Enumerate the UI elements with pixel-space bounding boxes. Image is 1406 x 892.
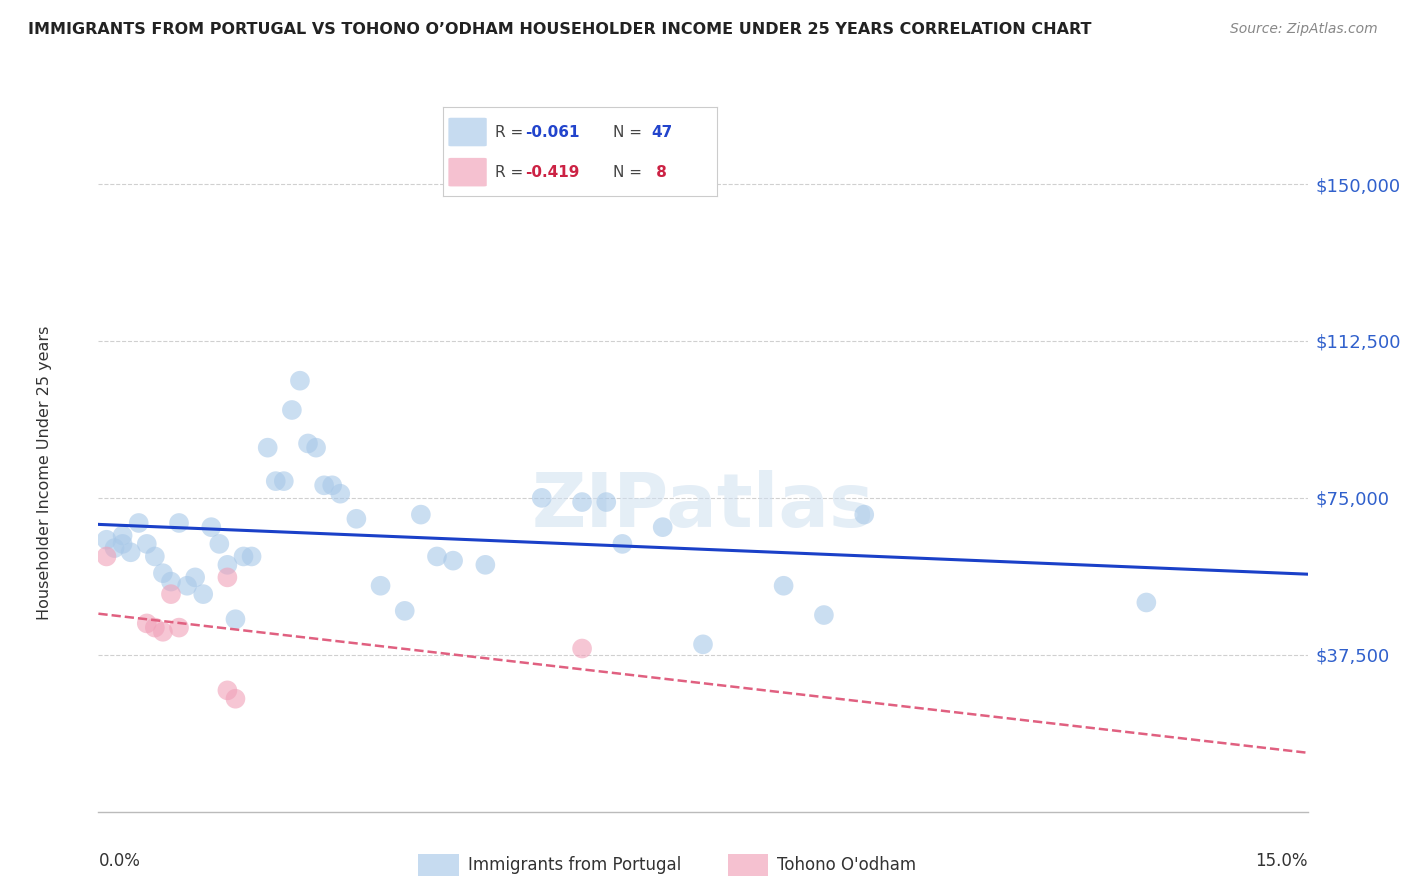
Point — [167, 621, 190, 635]
Point — [143, 621, 166, 635]
Point — [651, 520, 673, 534]
Point — [321, 478, 343, 492]
Point — [1135, 595, 1157, 609]
Point — [264, 474, 287, 488]
Point — [474, 558, 496, 572]
Point — [240, 549, 263, 564]
Text: 47: 47 — [651, 125, 672, 139]
Text: N =: N = — [613, 125, 647, 139]
Point — [128, 516, 150, 530]
Point — [232, 549, 254, 564]
Point — [772, 579, 794, 593]
Point — [409, 508, 432, 522]
Point — [143, 549, 166, 564]
Point — [273, 474, 295, 488]
Point — [200, 520, 222, 534]
Text: IMMIGRANTS FROM PORTUGAL VS TOHONO O’ODHAM HOUSEHOLDER INCOME UNDER 25 YEARS COR: IMMIGRANTS FROM PORTUGAL VS TOHONO O’ODH… — [28, 22, 1091, 37]
Point — [571, 495, 593, 509]
Text: 0.0%: 0.0% — [98, 853, 141, 871]
Text: R =: R = — [495, 125, 529, 139]
Point — [217, 558, 239, 572]
Bar — [728, 855, 768, 876]
Point — [297, 436, 319, 450]
Point — [217, 683, 239, 698]
Point — [160, 574, 183, 589]
Point — [370, 579, 392, 593]
Point — [96, 549, 118, 564]
FancyBboxPatch shape — [449, 118, 486, 146]
Point — [152, 624, 174, 639]
Text: 8: 8 — [651, 165, 666, 179]
Point — [111, 528, 134, 542]
Point — [167, 516, 190, 530]
Point — [344, 512, 367, 526]
Point — [135, 616, 157, 631]
Point — [288, 374, 311, 388]
Point — [571, 641, 593, 656]
Point — [305, 441, 328, 455]
Point — [135, 537, 157, 551]
Point — [530, 491, 553, 505]
Point — [103, 541, 125, 555]
Text: -0.419: -0.419 — [526, 165, 579, 179]
FancyBboxPatch shape — [449, 158, 486, 186]
Text: Source: ZipAtlas.com: Source: ZipAtlas.com — [1230, 22, 1378, 37]
Point — [394, 604, 416, 618]
Point — [184, 570, 207, 584]
Point — [692, 637, 714, 651]
Point — [96, 533, 118, 547]
Point — [111, 537, 134, 551]
Point — [208, 537, 231, 551]
Bar — [419, 855, 458, 876]
Point — [853, 508, 876, 522]
Point — [595, 495, 617, 509]
Point — [813, 608, 835, 623]
Point — [256, 441, 278, 455]
Point — [612, 537, 634, 551]
Point — [176, 579, 198, 593]
Point — [314, 478, 336, 492]
Text: Immigrants from Portugal: Immigrants from Portugal — [468, 856, 681, 874]
Point — [329, 486, 352, 500]
Text: Tohono O'odham: Tohono O'odham — [778, 856, 917, 874]
Text: R =: R = — [495, 165, 529, 179]
Text: -0.061: -0.061 — [526, 125, 579, 139]
Point — [120, 545, 142, 559]
Point — [217, 570, 239, 584]
Point — [224, 612, 246, 626]
Point — [193, 587, 215, 601]
Point — [160, 587, 183, 601]
Text: ZIPatlas: ZIPatlas — [531, 470, 875, 543]
Point — [426, 549, 449, 564]
Text: 15.0%: 15.0% — [1256, 853, 1308, 871]
Point — [152, 566, 174, 581]
Text: N =: N = — [613, 165, 647, 179]
Point — [441, 554, 464, 568]
Point — [281, 403, 304, 417]
Point — [224, 691, 246, 706]
Text: Householder Income Under 25 years: Householder Income Under 25 years — [37, 326, 52, 620]
